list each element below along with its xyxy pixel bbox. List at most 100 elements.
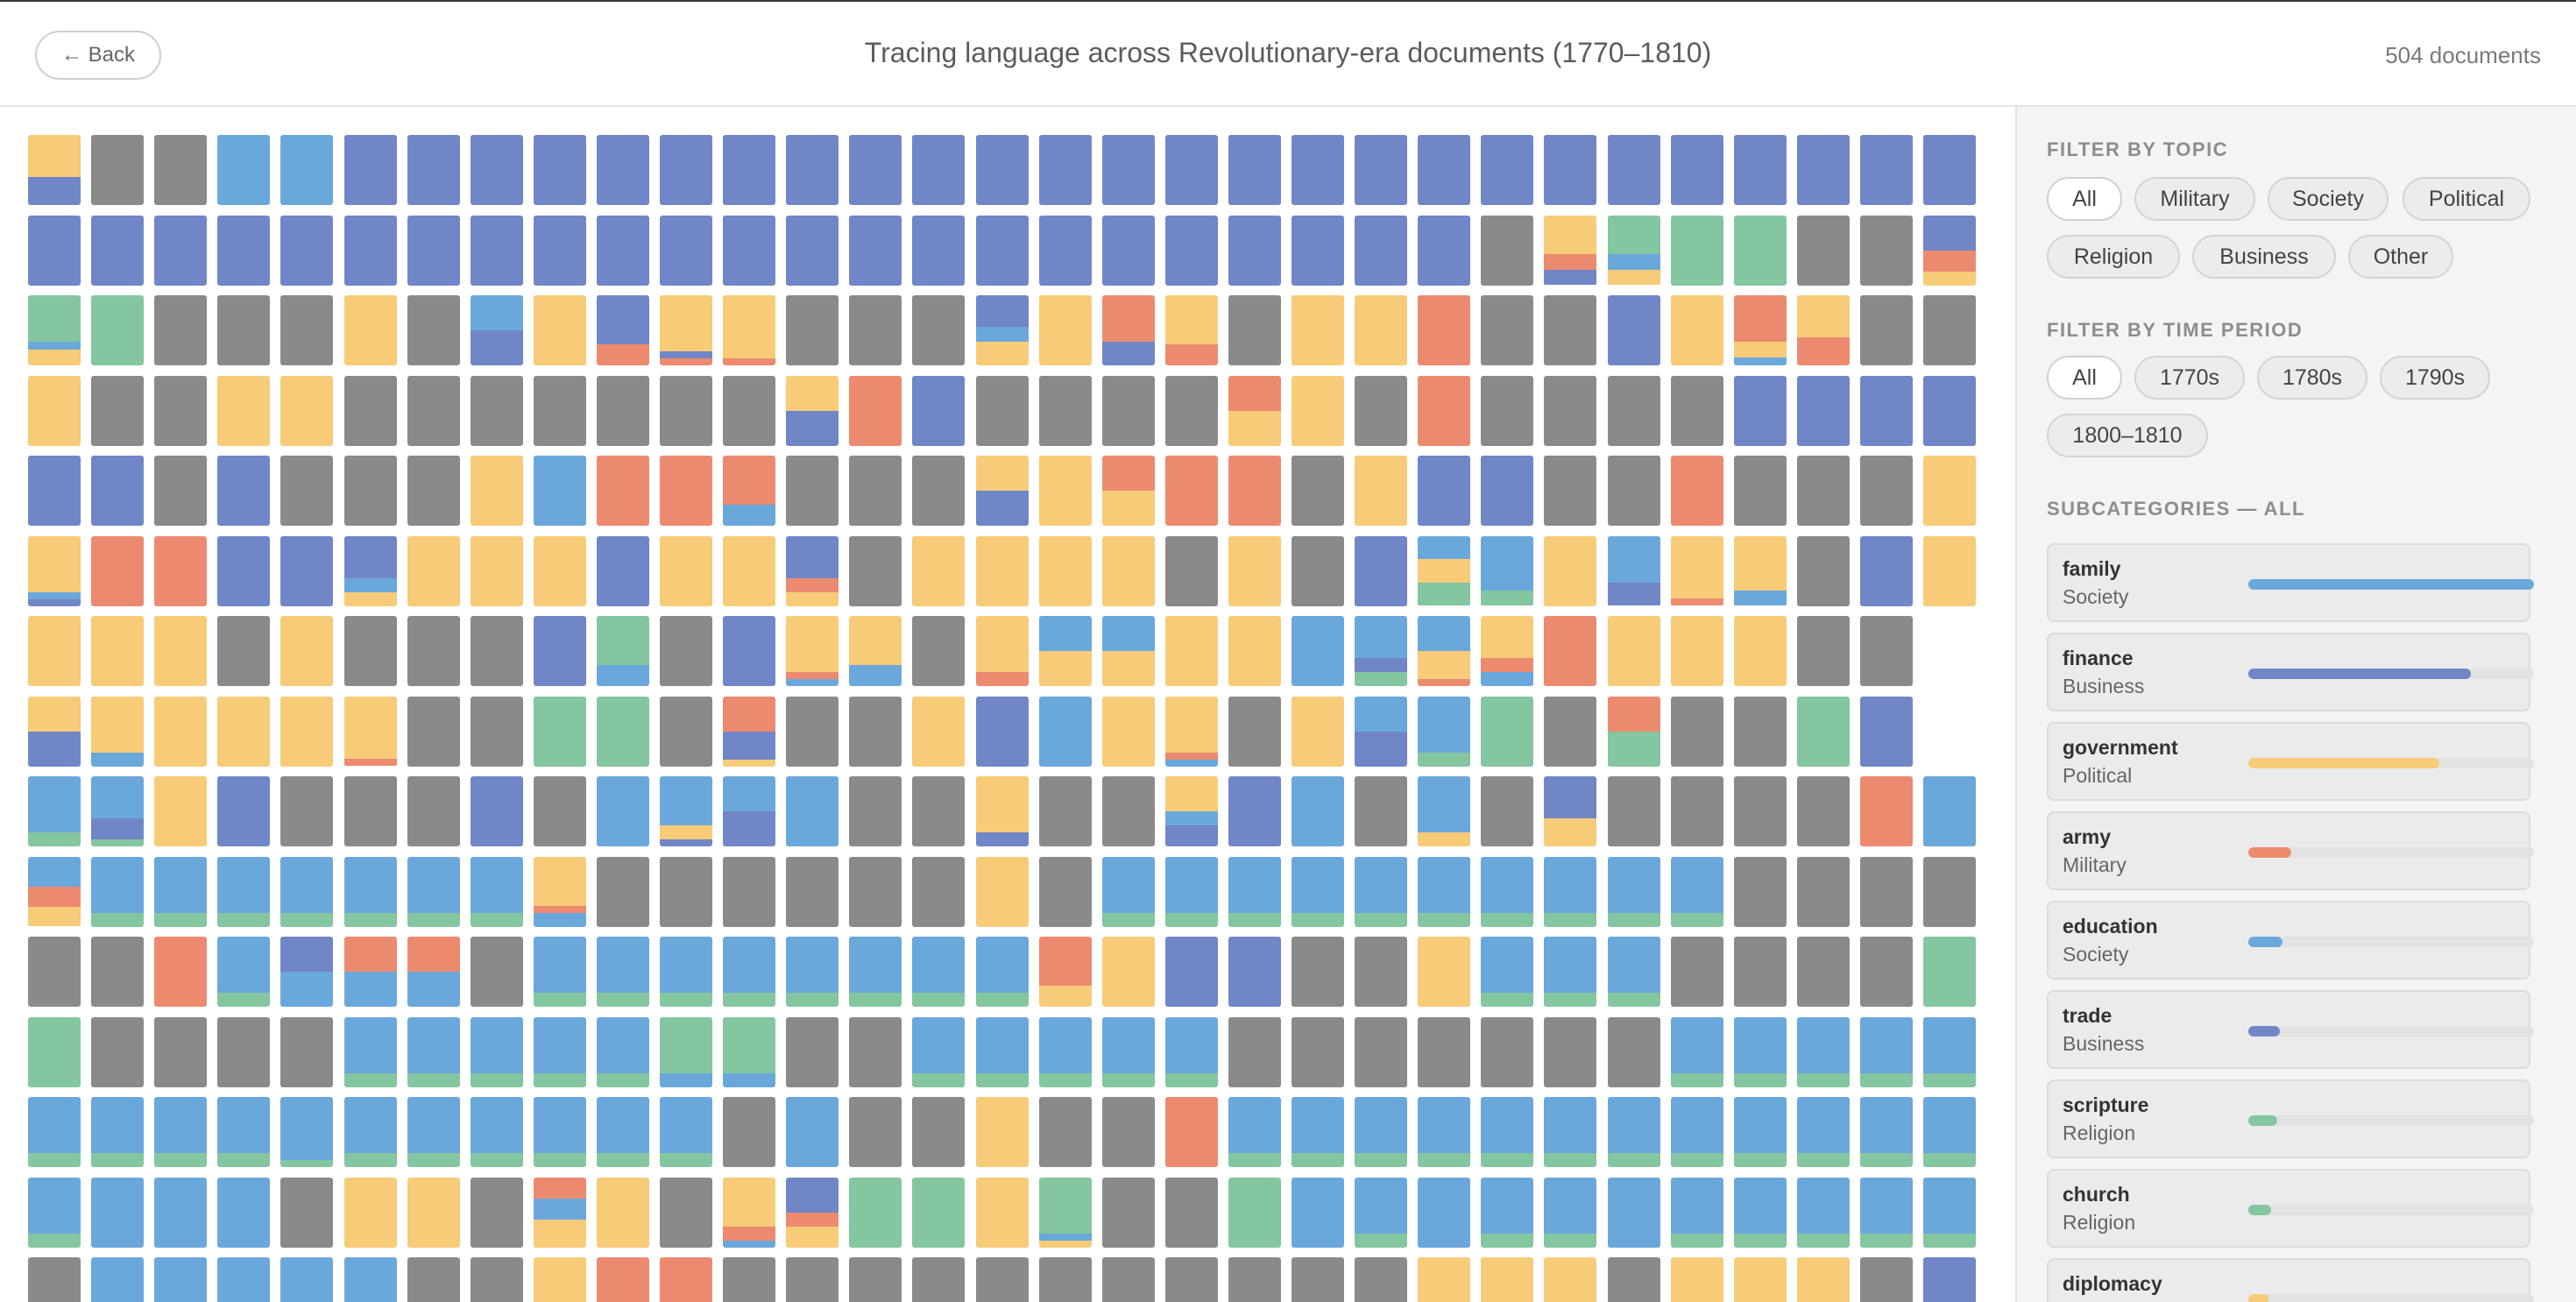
document-tile[interactable] [91, 1016, 145, 1087]
document-tile[interactable] [470, 1177, 523, 1248]
document-tile[interactable] [28, 375, 81, 446]
document-tile[interactable] [343, 856, 397, 927]
document-tile[interactable] [1164, 1257, 1218, 1302]
document-tile[interactable] [596, 456, 649, 526]
document-tile[interactable] [1796, 776, 1850, 846]
document-tile[interactable] [407, 696, 460, 767]
document-tile[interactable] [975, 1257, 1029, 1302]
document-tile[interactable] [1859, 135, 1913, 205]
document-tile[interactable] [1355, 1257, 1408, 1302]
document-tile[interactable] [912, 776, 966, 846]
document-tile[interactable] [1164, 215, 1218, 286]
document-tile[interactable] [1923, 1257, 1976, 1302]
document-tile[interactable] [533, 1257, 586, 1302]
document-tile[interactable] [470, 535, 523, 606]
document-tile[interactable] [596, 375, 649, 446]
document-tile[interactable] [596, 1257, 649, 1302]
document-tile[interactable] [786, 616, 839, 686]
document-tile[interactable] [343, 1177, 397, 1248]
document-tile[interactable] [1859, 1257, 1913, 1302]
document-tile[interactable] [154, 295, 208, 365]
document-tile[interactable] [660, 295, 712, 365]
document-tile[interactable] [1292, 1097, 1344, 1167]
document-tile[interactable] [533, 616, 586, 686]
document-tile[interactable] [407, 937, 460, 1007]
document-tile[interactable] [28, 616, 81, 686]
document-tile[interactable] [1292, 295, 1344, 365]
document-tile[interactable] [596, 937, 649, 1007]
document-tile[interactable] [1733, 696, 1787, 767]
document-tile[interactable] [786, 295, 839, 365]
document-tile[interactable] [1923, 456, 1976, 526]
document-tile[interactable] [1859, 535, 1913, 606]
document-tile[interactable] [1733, 215, 1787, 286]
document-tile[interactable] [280, 776, 334, 846]
document-tile[interactable] [91, 456, 145, 526]
document-tile[interactable] [1164, 937, 1218, 1007]
document-tile[interactable] [1164, 616, 1218, 686]
document-tile[interactable] [1733, 1097, 1787, 1167]
document-tile[interactable] [849, 937, 902, 1007]
document-tile[interactable] [1796, 135, 1850, 205]
document-tile[interactable] [154, 1016, 208, 1087]
document-tile[interactable] [28, 295, 81, 365]
document-tile[interactable] [1164, 135, 1218, 205]
document-tile[interactable] [407, 1257, 460, 1302]
document-tile[interactable] [1544, 456, 1597, 526]
document-tile[interactable] [154, 215, 208, 286]
document-tile[interactable] [91, 616, 145, 686]
document-tile[interactable] [1796, 1177, 1850, 1248]
document-tile[interactable] [1544, 776, 1597, 846]
document-tile[interactable] [786, 1257, 839, 1302]
document-tile[interactable] [407, 535, 460, 606]
document-tile[interactable] [975, 535, 1029, 606]
document-tile[interactable] [1038, 535, 1092, 606]
document-tile[interactable] [1796, 295, 1850, 365]
document-tile[interactable] [975, 215, 1029, 286]
document-tile[interactable] [470, 856, 523, 927]
document-tile[interactable] [849, 696, 902, 767]
document-tile[interactable] [217, 1097, 271, 1167]
document-tile[interactable] [154, 856, 208, 927]
document-tile[interactable] [1355, 856, 1408, 927]
subcategory-row[interactable]: government Political [2047, 722, 2534, 801]
document-tile[interactable] [280, 1177, 334, 1248]
document-tile[interactable] [533, 856, 586, 927]
document-tile[interactable] [1859, 1016, 1913, 1087]
document-tile[interactable] [1607, 856, 1660, 927]
document-tile[interactable] [470, 937, 523, 1007]
document-tile[interactable] [975, 135, 1029, 205]
subcategory-row[interactable]: trade Business [2047, 990, 2534, 1069]
document-tile[interactable] [1038, 1016, 1092, 1087]
document-tile[interactable] [280, 696, 334, 767]
document-tile[interactable] [343, 215, 397, 286]
back-button[interactable]: ← Back [35, 31, 161, 80]
document-tile[interactable] [660, 856, 712, 927]
document-tile[interactable] [28, 776, 81, 846]
document-tile[interactable] [1923, 295, 1976, 365]
document-tile[interactable] [1038, 856, 1092, 927]
document-tile[interactable] [1418, 456, 1471, 526]
document-tile[interactable] [1418, 1177, 1471, 1248]
document-tile[interactable] [1038, 215, 1092, 286]
document-tile[interactable] [1292, 696, 1344, 767]
document-tile[interactable] [1607, 215, 1660, 286]
period-chip-1800-1810[interactable]: 1800–1810 [2047, 414, 2208, 457]
document-tile[interactable] [1923, 1016, 1976, 1087]
document-tile[interactable] [1101, 696, 1155, 767]
document-tile[interactable] [533, 375, 586, 446]
document-tile[interactable] [28, 1016, 81, 1087]
document-tile[interactable] [280, 856, 334, 927]
document-tile[interactable] [1796, 1097, 1850, 1167]
document-tile[interactable] [1038, 375, 1092, 446]
document-tile[interactable] [1355, 456, 1408, 526]
document-tile[interactable] [912, 856, 966, 927]
document-tile[interactable] [849, 776, 902, 846]
document-tile[interactable] [912, 135, 966, 205]
document-tile[interactable] [660, 937, 712, 1007]
document-tile[interactable] [1101, 295, 1155, 365]
document-tile[interactable] [280, 215, 334, 286]
document-tile[interactable] [723, 215, 776, 286]
document-tile[interactable] [849, 1097, 902, 1167]
document-tile[interactable] [1733, 1016, 1787, 1087]
